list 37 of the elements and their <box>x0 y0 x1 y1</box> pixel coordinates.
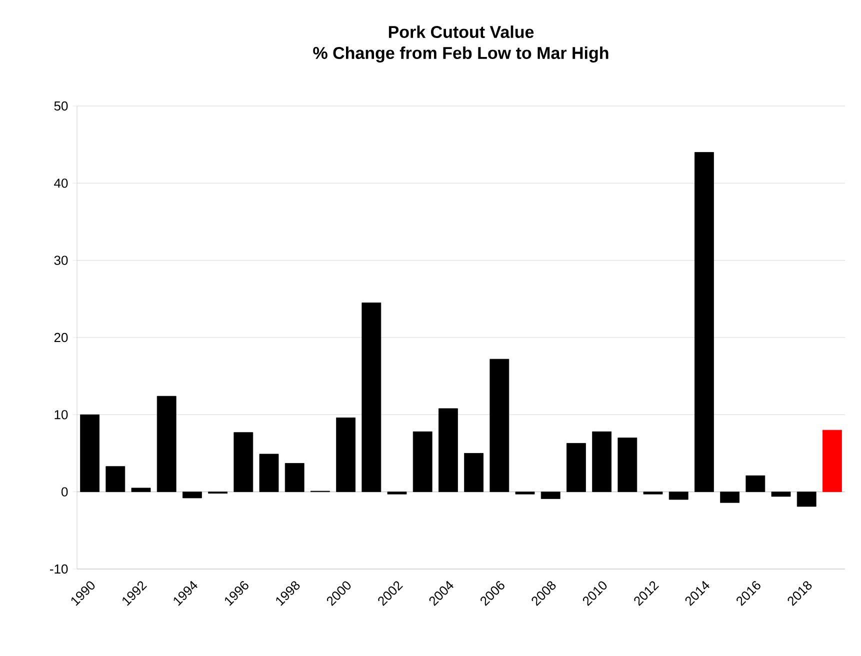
bar <box>796 492 816 507</box>
bar <box>106 466 126 492</box>
bar <box>336 418 356 492</box>
bar <box>156 396 176 492</box>
chart-title: Pork Cutout Value <box>388 26 534 38</box>
bar <box>643 492 663 494</box>
y-tick-label: -10 <box>50 564 68 574</box>
bar <box>438 408 458 492</box>
bar <box>822 430 842 492</box>
y-tick-label: 0 <box>62 487 68 496</box>
bar <box>592 431 612 492</box>
bar <box>362 302 382 492</box>
bar <box>515 492 535 494</box>
bar <box>387 492 407 494</box>
bar <box>80 414 100 492</box>
y-tick-label: 10 <box>54 410 68 420</box>
bar <box>540 492 560 499</box>
bar <box>284 463 304 492</box>
bar <box>771 492 791 497</box>
bar <box>746 475 766 492</box>
bar <box>490 358 510 492</box>
y-tick-label: 50 <box>54 101 68 111</box>
bar <box>668 492 688 500</box>
bar <box>234 432 254 492</box>
bar <box>720 492 740 503</box>
y-tick-label: 30 <box>54 256 68 265</box>
bar <box>182 492 202 498</box>
bar <box>259 454 279 492</box>
bar <box>131 488 151 492</box>
y-tick-label: 20 <box>54 332 68 342</box>
bar <box>694 152 714 492</box>
bar <box>464 453 484 492</box>
bar <box>566 443 586 492</box>
y-tick-label: 40 <box>54 178 68 188</box>
bar <box>618 438 638 492</box>
chart-subtitle: % Change from Feb Low to Mar High <box>313 46 608 62</box>
bar <box>412 431 432 492</box>
